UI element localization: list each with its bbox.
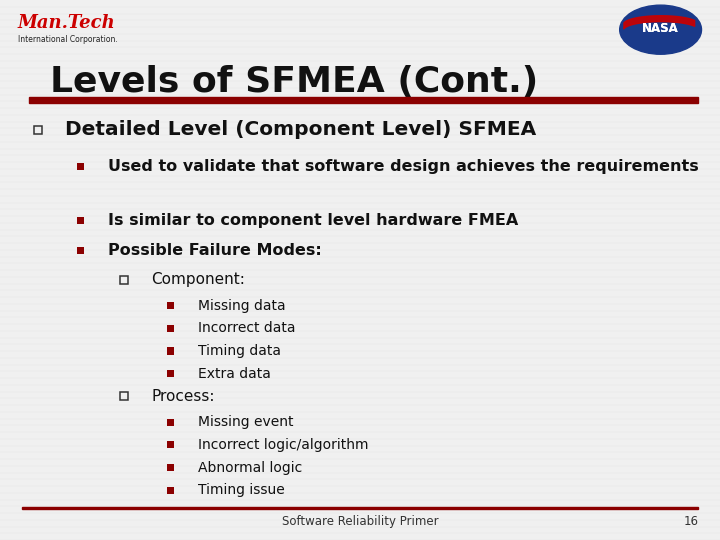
Bar bbox=[167, 370, 174, 377]
Bar bbox=[34, 125, 42, 133]
Bar bbox=[167, 302, 174, 309]
Bar bbox=[22, 507, 698, 509]
Circle shape bbox=[626, 9, 696, 51]
Text: Possible Failure Modes:: Possible Failure Modes: bbox=[108, 242, 322, 258]
Text: Extra data: Extra data bbox=[198, 367, 271, 381]
Text: Missing event: Missing event bbox=[198, 415, 294, 429]
Text: Used to validate that software design achieves the requirements: Used to validate that software design ac… bbox=[108, 159, 698, 174]
Text: Process:: Process: bbox=[151, 389, 215, 404]
Text: NASA: NASA bbox=[642, 22, 679, 35]
Bar bbox=[167, 442, 174, 448]
Text: 16: 16 bbox=[683, 515, 698, 528]
Text: Abnormal logic: Abnormal logic bbox=[198, 461, 302, 475]
Bar bbox=[167, 325, 174, 332]
Bar bbox=[167, 487, 174, 494]
Bar bbox=[167, 419, 174, 426]
Text: Incorrect logic/algorithm: Incorrect logic/algorithm bbox=[198, 438, 369, 452]
Bar bbox=[167, 348, 174, 355]
Text: Timing data: Timing data bbox=[198, 344, 281, 358]
Text: Levels of SFMEA (Cont.): Levels of SFMEA (Cont.) bbox=[50, 65, 539, 99]
Text: Incorrect data: Incorrect data bbox=[198, 321, 295, 335]
Bar bbox=[77, 217, 84, 224]
Text: Detailed Level (Component Level) SFMEA: Detailed Level (Component Level) SFMEA bbox=[65, 120, 536, 139]
Bar bbox=[77, 163, 84, 170]
Text: International Corporation.: International Corporation. bbox=[18, 35, 118, 44]
Bar bbox=[120, 275, 128, 284]
Text: Missing data: Missing data bbox=[198, 299, 286, 313]
Text: Is similar to component level hardware FMEA: Is similar to component level hardware F… bbox=[108, 213, 518, 228]
Text: Timing issue: Timing issue bbox=[198, 483, 284, 497]
Text: Man.Tech: Man.Tech bbox=[18, 14, 116, 31]
Text: NASA: NASA bbox=[642, 22, 679, 35]
Circle shape bbox=[620, 5, 701, 54]
Bar bbox=[120, 392, 128, 401]
Text: Component:: Component: bbox=[151, 272, 245, 287]
Bar bbox=[77, 246, 84, 254]
Bar bbox=[167, 464, 174, 471]
Bar bbox=[29, 97, 698, 103]
Text: Software Reliability Primer: Software Reliability Primer bbox=[282, 515, 438, 528]
